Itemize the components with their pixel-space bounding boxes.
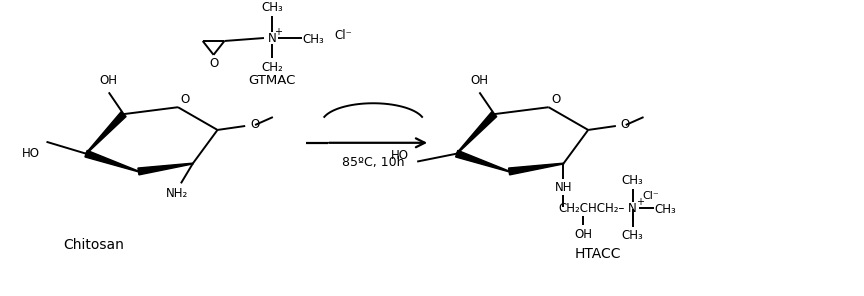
Polygon shape — [85, 150, 138, 172]
Text: NH₂: NH₂ — [166, 187, 188, 200]
Text: O: O — [181, 93, 189, 106]
Text: HTACC: HTACC — [575, 247, 621, 261]
Text: 85ºC, 10h: 85ºC, 10h — [342, 156, 404, 169]
Text: OH: OH — [575, 228, 592, 241]
Text: +: + — [274, 27, 282, 37]
Polygon shape — [138, 163, 193, 175]
Text: CH₃: CH₃ — [261, 1, 283, 14]
Text: CH₂: CH₂ — [261, 61, 283, 74]
Text: HO: HO — [391, 149, 410, 162]
Text: OH: OH — [470, 74, 488, 87]
Text: NH: NH — [555, 181, 572, 194]
Polygon shape — [509, 163, 563, 175]
Polygon shape — [455, 150, 509, 172]
Text: CH₃: CH₃ — [302, 33, 324, 46]
Text: +: + — [636, 197, 644, 207]
Polygon shape — [456, 112, 497, 154]
Text: CH₂CHCH₂–: CH₂CHCH₂– — [558, 202, 625, 215]
Text: N: N — [628, 202, 637, 215]
Text: OH: OH — [99, 74, 118, 87]
Text: Chitosan: Chitosan — [64, 238, 124, 252]
Text: CH₃: CH₃ — [622, 229, 644, 242]
Text: O: O — [551, 93, 560, 106]
Text: Cl⁻: Cl⁻ — [642, 191, 659, 201]
Text: O: O — [209, 57, 219, 70]
Text: CH₃: CH₃ — [622, 174, 644, 187]
Text: O: O — [250, 118, 259, 131]
Text: Cl⁻: Cl⁻ — [334, 28, 352, 41]
Text: CH₃: CH₃ — [654, 202, 677, 215]
Text: N: N — [268, 31, 276, 44]
Text: GTMAC: GTMAC — [248, 74, 295, 87]
Text: O: O — [621, 118, 630, 131]
Text: HO: HO — [22, 147, 40, 160]
Polygon shape — [86, 112, 126, 154]
